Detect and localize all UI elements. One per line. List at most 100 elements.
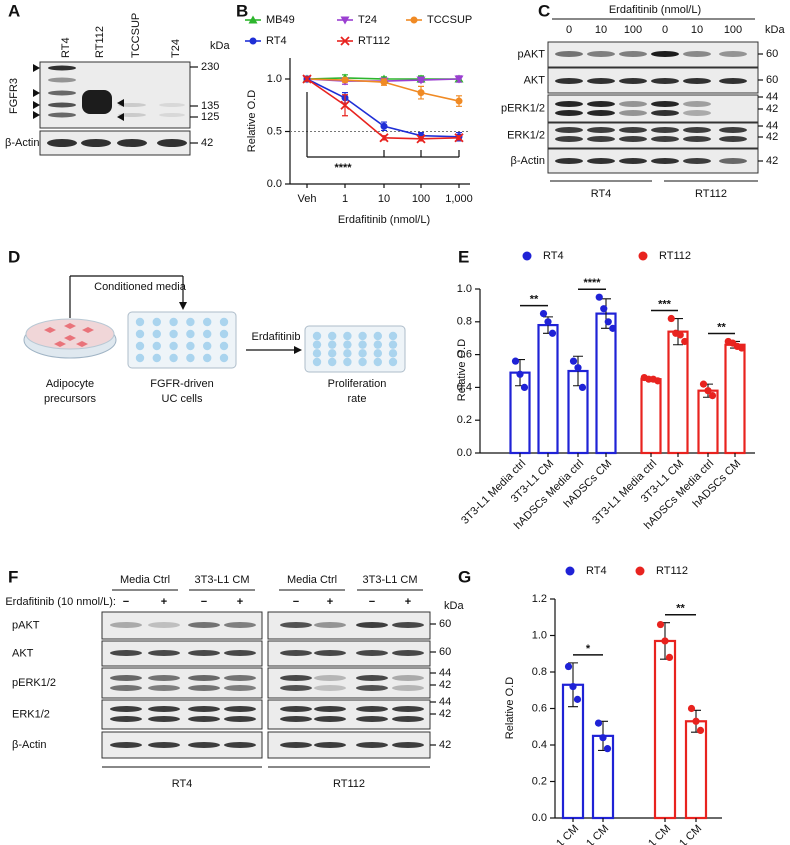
significance-label: ** — [676, 603, 685, 615]
arrowhead — [33, 111, 40, 119]
diagram-label: Conditioned media — [94, 281, 187, 293]
blot-band — [314, 716, 346, 722]
blot-band — [110, 706, 142, 712]
diagram-label: FGFR-driven — [150, 378, 214, 390]
treatment-label: Erdafitinib (10 nmol/L): — [5, 596, 116, 608]
cell — [64, 323, 76, 329]
well — [135, 329, 145, 339]
lane-label: T24 — [170, 39, 182, 58]
dose-label: 0 — [662, 24, 668, 36]
data-point — [564, 662, 573, 671]
kda-label: 42 — [439, 679, 451, 691]
blot-band — [555, 78, 583, 84]
blot-band — [683, 78, 711, 84]
significance-label: ** — [530, 294, 539, 306]
group-label: RT4 — [172, 778, 193, 790]
marker — [454, 75, 464, 84]
bar — [653, 639, 677, 820]
group-label: RT4 — [591, 188, 612, 200]
blot-band — [651, 110, 679, 116]
blot-band — [619, 127, 647, 133]
sign-label: + — [327, 596, 333, 608]
legend-marker — [565, 566, 575, 576]
blot-band — [587, 78, 615, 84]
blot-band — [148, 685, 180, 691]
data-point — [603, 745, 612, 753]
marker — [455, 97, 463, 105]
data-point — [544, 318, 552, 326]
marker — [302, 74, 312, 84]
significance-label: * — [586, 643, 591, 655]
arrowhead — [117, 99, 124, 107]
panel-label: D — [8, 247, 20, 266]
arrowhead — [33, 101, 40, 109]
marker — [416, 134, 426, 144]
data-point — [676, 331, 684, 339]
well — [358, 349, 367, 358]
blot-band — [683, 110, 711, 116]
blot-band — [651, 51, 679, 57]
blot-band — [683, 101, 711, 107]
treatment-label: Erdafitinib (nmol/L) — [609, 4, 701, 16]
blot-band — [619, 78, 647, 84]
legend-marker — [410, 16, 418, 24]
arrowhead — [117, 113, 124, 121]
blot-band — [188, 675, 220, 681]
legend-label: RT4 — [266, 35, 287, 47]
well — [169, 329, 178, 339]
y-axis-label: Relative O.D — [246, 90, 258, 152]
dish-top — [25, 318, 115, 350]
well — [312, 331, 322, 341]
blot-band — [148, 716, 180, 722]
y-tick-label: 0.6 — [457, 349, 472, 361]
blot-band — [619, 158, 647, 164]
well — [328, 357, 337, 367]
blot-band — [224, 650, 256, 656]
data-point — [704, 387, 712, 395]
blot-band — [47, 139, 77, 147]
data-point — [604, 318, 612, 326]
kda-label: 44 — [439, 667, 451, 679]
kda-label: 135 — [201, 100, 219, 112]
panel-label: A — [8, 1, 20, 20]
y-tick-label: 0.0 — [267, 178, 282, 190]
row-label: AKT — [524, 74, 546, 86]
blot-band — [651, 101, 679, 107]
blot-band — [81, 139, 111, 147]
sign-label: − — [293, 596, 299, 608]
data-point — [573, 695, 582, 703]
blot-band — [587, 51, 615, 57]
blot-band — [392, 706, 424, 712]
blot-band — [555, 51, 583, 57]
kda-label: 42 — [766, 103, 778, 115]
blot-band — [392, 675, 424, 681]
blot-band — [148, 622, 180, 628]
blot-band — [356, 716, 388, 722]
data-point — [539, 310, 548, 318]
sign-label: + — [161, 596, 167, 608]
blot-band — [587, 110, 615, 116]
y-tick-label: 1.0 — [532, 629, 547, 641]
kda-label: 42 — [201, 137, 213, 149]
well — [388, 340, 398, 349]
blot-band — [619, 101, 647, 107]
well — [373, 340, 382, 349]
blot-band — [110, 716, 142, 722]
bar — [640, 378, 662, 455]
marker — [416, 76, 426, 85]
well — [219, 329, 229, 339]
kda-label: 42 — [766, 155, 778, 167]
blot-band — [224, 685, 256, 691]
blot-band — [148, 742, 180, 748]
blot-band — [314, 706, 346, 712]
blot-band — [555, 110, 583, 116]
panel-label: C — [538, 1, 550, 20]
blot-band — [157, 139, 187, 147]
panel-label: E — [458, 247, 469, 266]
data-point — [574, 364, 582, 372]
y-tick-label: 1.0 — [267, 73, 282, 85]
blot-frame — [547, 122, 759, 149]
blot-band — [117, 139, 147, 147]
well — [203, 329, 212, 339]
